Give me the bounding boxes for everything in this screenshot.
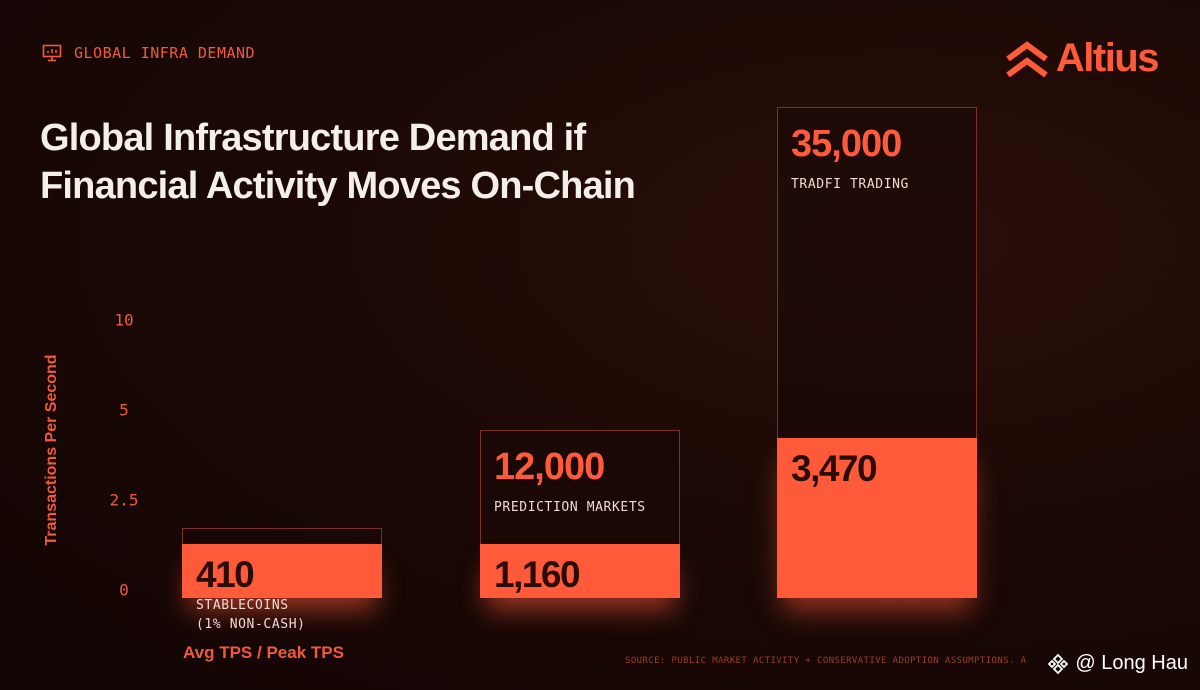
category-name: TRADFI TRADING (791, 177, 909, 192)
y-tick-label: 5 (119, 400, 129, 420)
category-subnote: (1% NON-CASH) (196, 616, 306, 632)
category-label: TRADFI TRADING (791, 175, 909, 194)
category-label: PREDICTION MARKETS (494, 498, 646, 517)
avg-bar (480, 544, 680, 598)
category-label: STABLECOINS (1% NON-CASH) (196, 596, 306, 634)
y-tick-label: 2.5 (109, 490, 139, 510)
category-name: STABLECOINS (196, 597, 289, 613)
source-note: SOURCE: PUBLIC MARKET ACTIVITY + CONSERV… (625, 656, 1027, 666)
presentation-icon (42, 44, 62, 62)
peak-value-label: 5,000 (196, 543, 287, 586)
peak-value-label: 35,000 (791, 123, 902, 165)
header-tag-label: GLOBAL INFRA DEMAND (74, 44, 256, 62)
avg-bar (777, 438, 977, 598)
category-name: PREDICTION MARKETS (494, 499, 646, 515)
avg-value-label: 410 (196, 554, 255, 595)
altius-logo-icon (1006, 40, 1048, 77)
avg-bar (182, 544, 382, 598)
avg-value-label: 3,470 (791, 448, 878, 489)
y-tick-label: 0 (119, 580, 129, 600)
peak-value-label: 12,000 (494, 445, 605, 488)
watermark-text: @ Long Hau (1075, 652, 1188, 674)
watermark: @ Long Hau (1047, 652, 1188, 675)
y-axis-label: Transactions Per Second (43, 354, 60, 546)
chart-title: Global Infrastructure Demand if Financia… (40, 117, 636, 207)
y-tick-label: 10 (114, 310, 134, 330)
brand-name: Altius (1055, 36, 1160, 80)
avg-value-label: 1,160 (494, 554, 581, 595)
brand-logo: Altius (1004, 36, 1160, 81)
header-tag: GLOBAL INFRA DEMAND (42, 44, 255, 62)
diamond-logo-icon (1048, 653, 1069, 674)
x-axis-label: Avg TPS / Peak TPS (183, 643, 344, 662)
